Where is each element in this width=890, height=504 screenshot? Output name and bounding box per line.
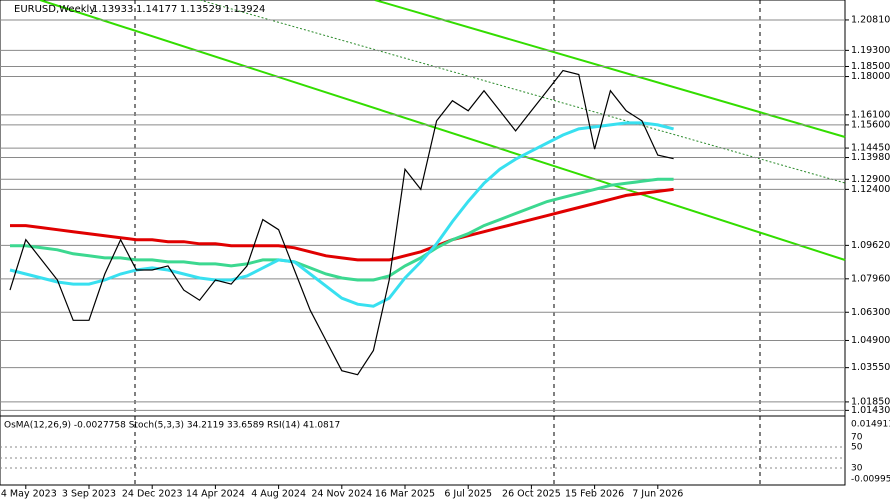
oscillator-label: OsMA(12,26,9) -0.0027758 Stoch(5,3,3) 34… xyxy=(4,421,340,431)
y-tick-label: 1.01430 xyxy=(851,405,890,416)
y-tick-label: 1.06300 xyxy=(851,307,890,318)
y-tick-label: 1.09620 xyxy=(851,240,890,251)
x-tick-label: 15 Feb 2026 xyxy=(565,489,624,500)
x-tick-label: 14 Apr 2024 xyxy=(186,489,245,500)
osc-scale-label: 0.014911 xyxy=(851,420,890,430)
x-tick-label: 24 Nov 2024 xyxy=(311,489,372,500)
osc-scale-label: -0.009957 xyxy=(851,475,890,485)
x-tick-label: 16 Mar 2025 xyxy=(375,489,435,500)
y-tick-label: 1.07960 xyxy=(851,273,890,284)
quote-value: 1.13529 xyxy=(180,4,221,15)
x-tick-label: 6 Jul 2025 xyxy=(444,489,492,500)
y-tick-label: 1.18000 xyxy=(851,71,890,82)
osc-scale-label: 50 xyxy=(851,443,863,453)
quote-value: 1.14177 xyxy=(136,4,177,15)
y-tick-label: 1.13980 xyxy=(851,152,890,163)
y-tick-label: 1.03550 xyxy=(851,362,890,373)
y-tick-label: 1.04900 xyxy=(851,335,890,346)
y-tick-label: 1.16100 xyxy=(851,109,890,120)
y-tick-label: 1.19300 xyxy=(851,45,890,56)
osc-scale-label: 70 xyxy=(851,433,863,443)
moving-average xyxy=(9,121,674,308)
trend-line xyxy=(374,0,846,138)
y-tick-label: 1.14450 xyxy=(851,143,890,154)
x-tick-label: 14 May 2023 xyxy=(0,489,57,500)
x-tick-label: 3 Sep 2023 xyxy=(62,489,116,500)
y-tick-label: 1.12400 xyxy=(851,184,890,195)
x-tick-label: 26 Oct 2025 xyxy=(502,489,561,500)
moving-average xyxy=(10,177,674,282)
trend-line xyxy=(39,0,846,261)
x-tick-label: 7 Jun 2026 xyxy=(632,489,683,500)
y-tick-label: 1.20810 xyxy=(851,14,890,25)
y-tick-label: 1.01850 xyxy=(851,396,890,407)
chart-title: EURUSD,Weekly xyxy=(14,4,95,15)
y-tick-label: 1.12900 xyxy=(851,174,890,185)
quote-value: 1.13924 xyxy=(224,4,265,15)
y-tick-label: 1.18500 xyxy=(851,61,890,72)
price-line xyxy=(9,69,674,376)
osc-scale-label: 30 xyxy=(851,464,863,474)
plot-frame xyxy=(0,0,846,486)
y-tick-label: 1.15600 xyxy=(851,119,890,130)
quote-value: 1.13933 xyxy=(92,4,133,15)
x-tick-label: 4 Aug 2024 xyxy=(251,489,306,500)
moving-average xyxy=(10,187,674,262)
x-tick-label: 24 Dec 2023 xyxy=(122,489,183,500)
